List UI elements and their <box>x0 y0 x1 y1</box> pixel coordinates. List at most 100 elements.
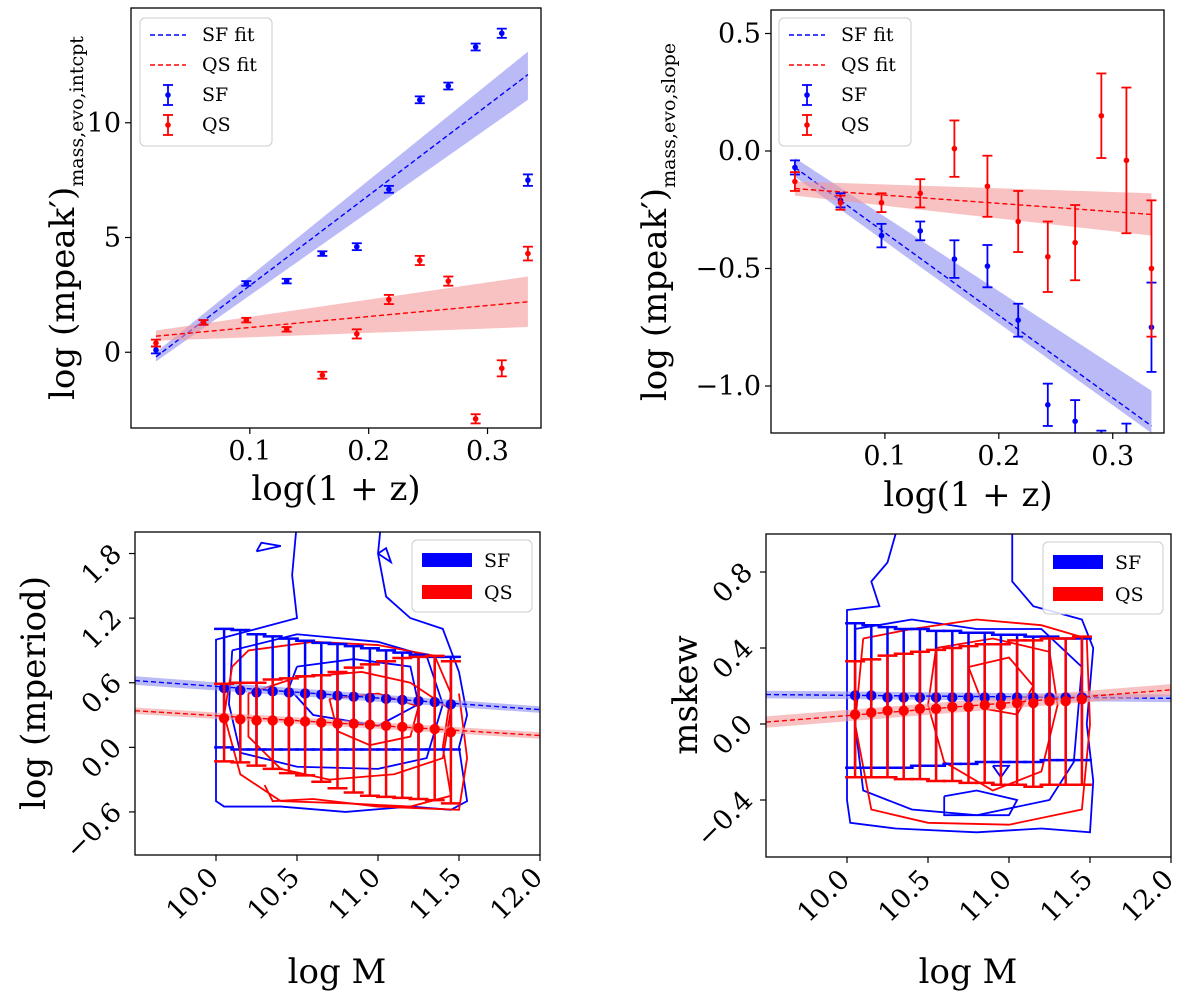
data-marker <box>283 716 295 727</box>
qs-point <box>1055 637 1076 787</box>
y-tick-label: 0.4 <box>707 633 759 685</box>
data-marker <box>235 714 246 725</box>
data-marker <box>153 347 159 353</box>
data-marker <box>353 331 360 337</box>
qs-point <box>1023 639 1044 788</box>
sf-point <box>443 81 454 91</box>
plot-frame <box>130 7 542 429</box>
y-tick-label: 0.6 <box>76 668 128 720</box>
sf-point <box>1070 399 1081 433</box>
data-marker <box>914 703 926 714</box>
qs-point <box>876 192 887 214</box>
qs-point <box>376 659 397 799</box>
data-marker <box>1072 418 1078 425</box>
sf-point <box>470 42 481 52</box>
data-marker <box>866 707 877 718</box>
legend-marker <box>165 92 171 98</box>
data-marker <box>878 199 885 206</box>
legend-label: QS <box>484 582 513 604</box>
legend-patch-swatch <box>422 585 472 599</box>
data-marker <box>951 145 958 152</box>
qs-contour-mid <box>247 671 452 781</box>
qs-point <box>443 275 454 287</box>
legend-label: QS fit <box>202 54 257 76</box>
data-marker <box>283 278 290 284</box>
data-marker <box>951 256 958 262</box>
qs-point <box>241 316 252 324</box>
qs-point <box>789 171 800 192</box>
data-marker <box>332 718 343 729</box>
data-marker <box>153 340 159 346</box>
data-marker <box>792 164 798 171</box>
data-marker <box>1072 239 1078 246</box>
data-marker <box>472 416 479 422</box>
qs-point <box>281 326 292 333</box>
data-marker <box>1124 435 1130 441</box>
legend-label: SF fit <box>202 24 255 46</box>
data-marker <box>316 717 327 728</box>
data-marker <box>283 326 290 333</box>
legend-patch-swatch <box>422 553 472 567</box>
qs-point <box>392 656 413 800</box>
data-marker <box>445 83 452 89</box>
x-tick-label: 11.5 <box>1035 864 1099 928</box>
x-tick-label: 0.3 <box>466 436 509 467</box>
data-marker <box>243 317 250 323</box>
legend-item-qs: QS <box>163 114 231 136</box>
sf-point <box>1121 422 1132 441</box>
sf-contour-island <box>255 541 281 553</box>
y-tick-label: 0.0 <box>707 709 759 761</box>
legend-marker <box>804 92 810 98</box>
legend-box <box>778 17 912 147</box>
qs-point <box>383 293 394 305</box>
qs-contour-edge <box>263 693 469 811</box>
panel-mperiod: 10.0 10.5 11.0 11.5 12.0 1.8 1.2 0.6 0.0 −0.6 SF Q… <box>14 531 549 992</box>
x-tick-label: 10.5 <box>242 862 306 926</box>
data-marker <box>267 715 278 726</box>
data-marker <box>445 727 457 738</box>
legend-item-sf: SF <box>1053 552 1141 574</box>
data-marker <box>364 719 376 730</box>
data-marker <box>397 721 408 733</box>
qs-contour-outer <box>854 618 1091 826</box>
legend-patch-swatch <box>1053 587 1103 601</box>
y-tick-label: −0.6 <box>60 797 128 865</box>
y-tick-label: 10 <box>87 108 121 139</box>
sf-point <box>522 173 533 187</box>
qs-point <box>1007 639 1028 787</box>
y-tick-label: 0.0 <box>718 136 761 167</box>
qs-point <box>915 178 926 209</box>
sf-contour-mid <box>228 633 444 770</box>
data-marker <box>1076 694 1088 705</box>
data-marker <box>1148 265 1155 272</box>
data-marker <box>963 701 974 713</box>
sf-point <box>317 250 328 257</box>
x-tick-label: 0.2 <box>347 436 390 467</box>
data-marker <box>525 177 531 183</box>
legend-item-qs-fit: QS fit <box>789 54 896 76</box>
y-tick-label: 0.5 <box>718 19 761 50</box>
plot-frame <box>770 9 1165 434</box>
plot-frame <box>765 533 1172 858</box>
data-marker <box>1044 696 1055 707</box>
data-marker <box>878 232 885 239</box>
data-marker <box>251 715 262 726</box>
data-marker <box>472 44 479 50</box>
qs-point <box>835 194 846 211</box>
legend-marker <box>165 122 171 128</box>
data-marker <box>1015 218 1021 225</box>
sf-point <box>351 242 362 252</box>
y-tick-label: −0.4 <box>691 785 759 853</box>
sf-point <box>241 280 252 287</box>
legend-label: QS <box>202 114 231 136</box>
legend-label: QS <box>1115 584 1144 606</box>
y-tick-label: 5 <box>104 223 121 254</box>
x-tick-label: 11.0 <box>323 862 387 926</box>
data-marker <box>429 723 440 735</box>
data-marker <box>413 722 424 734</box>
y-tick-label: 0 <box>104 337 121 368</box>
data-marker <box>1060 696 1071 707</box>
y-tick-label: 0.0 <box>76 732 128 784</box>
x-tick-label: 0.1 <box>863 441 906 472</box>
